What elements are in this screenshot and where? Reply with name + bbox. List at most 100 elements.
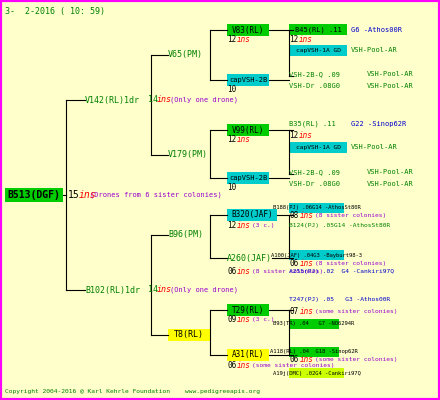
FancyBboxPatch shape [289,203,344,213]
Text: V142(RL)1dr: V142(RL)1dr [85,96,140,104]
Text: VSH-Pool-AR: VSH-Pool-AR [367,71,414,77]
Text: VSH-Pool-AR: VSH-Pool-AR [367,169,414,175]
Text: A118(RL) .04  G18 -Sinop62R: A118(RL) .04 G18 -Sinop62R [270,350,358,354]
FancyBboxPatch shape [168,329,210,341]
Text: VSH-Pool-AR: VSH-Pool-AR [351,144,398,150]
Text: A31(RL): A31(RL) [232,350,264,360]
FancyBboxPatch shape [227,124,269,136]
Text: VSH-Pool-AR: VSH-Pool-AR [351,47,398,53]
Text: G22 -Sinop62R: G22 -Sinop62R [351,121,406,127]
Text: 06: 06 [289,356,298,364]
Text: 14: 14 [148,286,158,294]
Text: B124(PJ) .05G14 -AthosSt80R: B124(PJ) .05G14 -AthosSt80R [289,224,390,228]
FancyBboxPatch shape [289,250,344,260]
Text: B102(RL)1dr: B102(RL)1dr [85,286,140,294]
Text: V65(PM): V65(PM) [168,50,203,60]
Text: B35(RL) .11: B35(RL) .11 [289,121,336,127]
Text: ins: ins [157,96,172,104]
Text: 15: 15 [68,190,80,200]
Text: V99(RL): V99(RL) [232,126,264,134]
Text: ins: ins [237,360,251,370]
Text: 06: 06 [227,360,236,370]
Text: ins: ins [300,258,314,268]
Text: 06: 06 [289,258,298,268]
Text: A100(JAF) .04G3 -Bayburt98-3: A100(JAF) .04G3 -Bayburt98-3 [271,252,362,258]
FancyBboxPatch shape [289,347,339,357]
Text: A260(JAF): A260(JAF) [227,254,272,262]
Text: 09: 09 [227,316,236,324]
Text: ins: ins [237,220,251,230]
Text: 08: 08 [289,212,298,220]
Text: capVSH-1A GD: capVSH-1A GD [296,48,341,53]
Text: VSH-2B-Q .09: VSH-2B-Q .09 [289,71,340,77]
Text: V179(PM): V179(PM) [168,150,208,160]
Text: 07: 07 [289,306,298,316]
FancyBboxPatch shape [227,304,269,316]
Text: ins: ins [300,356,314,364]
Text: (3 c.): (3 c.) [252,318,275,322]
Text: VSH-Pool-AR: VSH-Pool-AR [367,181,414,187]
Text: 14: 14 [148,96,158,104]
Text: B96(PM): B96(PM) [168,230,203,240]
Text: VSH-Dr .08G0: VSH-Dr .08G0 [289,83,340,89]
Text: 12: 12 [289,34,298,44]
Text: A255(PJ) .02  G4 -Cankiri97Q: A255(PJ) .02 G4 -Cankiri97Q [289,270,394,274]
Text: G6 -Athos00R: G6 -Athos00R [351,27,402,33]
Text: (some sister colonies): (some sister colonies) [315,308,397,314]
Text: ins: ins [157,286,172,294]
Text: T8(RL): T8(RL) [174,330,204,340]
FancyBboxPatch shape [227,172,269,184]
FancyBboxPatch shape [5,188,63,202]
FancyBboxPatch shape [289,45,347,56]
Text: T247(PJ) .05   G3 -Athos00R: T247(PJ) .05 G3 -Athos00R [289,298,390,302]
Text: (Only one drone): (Only one drone) [170,287,238,293]
Text: ins: ins [300,306,314,316]
Text: Copyright 2004-2016 @ Karl Kehrle Foundation    www.pedigreeapis.org: Copyright 2004-2016 @ Karl Kehrle Founda… [5,389,260,394]
Text: ins: ins [237,36,251,44]
Text: ins: ins [79,190,97,200]
Text: 12: 12 [227,136,236,144]
FancyBboxPatch shape [227,349,269,361]
FancyBboxPatch shape [289,368,344,378]
Text: ins: ins [237,316,251,324]
Text: 3-  2-2016 ( 10: 59): 3- 2-2016 ( 10: 59) [5,7,105,16]
Text: ins: ins [237,266,251,276]
Text: B45(RL) .11: B45(RL) .11 [295,26,341,33]
Text: capVSH-1A GD: capVSH-1A GD [296,145,341,150]
Text: 12: 12 [227,36,236,44]
Text: V83(RL): V83(RL) [232,26,264,34]
Text: T29(RL): T29(RL) [232,306,264,314]
Text: B93(TR) .04   G7 -NO6294R: B93(TR) .04 G7 -NO6294R [273,322,355,326]
FancyBboxPatch shape [289,24,347,35]
Text: (8 sister colonies): (8 sister colonies) [315,260,386,266]
FancyBboxPatch shape [289,319,339,329]
Text: B188(PJ) .06G14 -AthosSt80R: B188(PJ) .06G14 -AthosSt80R [273,206,360,210]
Text: (some sister colonies): (some sister colonies) [252,362,334,368]
FancyBboxPatch shape [227,209,277,221]
Text: VSH-Pool-AR: VSH-Pool-AR [367,83,414,89]
Text: B320(JAF): B320(JAF) [231,210,273,220]
Text: (8 sister colonies): (8 sister colonies) [315,214,386,218]
Text: capVSH-2B: capVSH-2B [229,175,267,181]
FancyBboxPatch shape [227,74,269,86]
Text: VSH-2B-Q .09: VSH-2B-Q .09 [289,169,340,175]
Text: capVSH-2B: capVSH-2B [229,77,267,83]
FancyBboxPatch shape [289,142,347,153]
Text: 10: 10 [227,86,236,94]
Text: ins: ins [300,212,314,220]
Text: 12: 12 [289,130,298,140]
Text: 06: 06 [227,266,236,276]
Text: (Only one drone): (Only one drone) [170,97,238,103]
Text: ins: ins [299,130,313,140]
Text: (8 sister colonies): (8 sister colonies) [252,268,323,274]
Text: ins: ins [299,34,313,44]
FancyBboxPatch shape [227,24,269,36]
Text: VSH-Dr .08G0: VSH-Dr .08G0 [289,181,340,187]
Text: 12: 12 [227,220,236,230]
Text: 10: 10 [227,184,236,192]
Text: B513(DGF): B513(DGF) [7,190,61,200]
Text: ins: ins [237,136,251,144]
Text: (some sister colonies): (some sister colonies) [315,358,397,362]
Text: (Drones from 6 sister colonies): (Drones from 6 sister colonies) [90,192,222,198]
Text: (3 c.): (3 c.) [252,222,275,228]
